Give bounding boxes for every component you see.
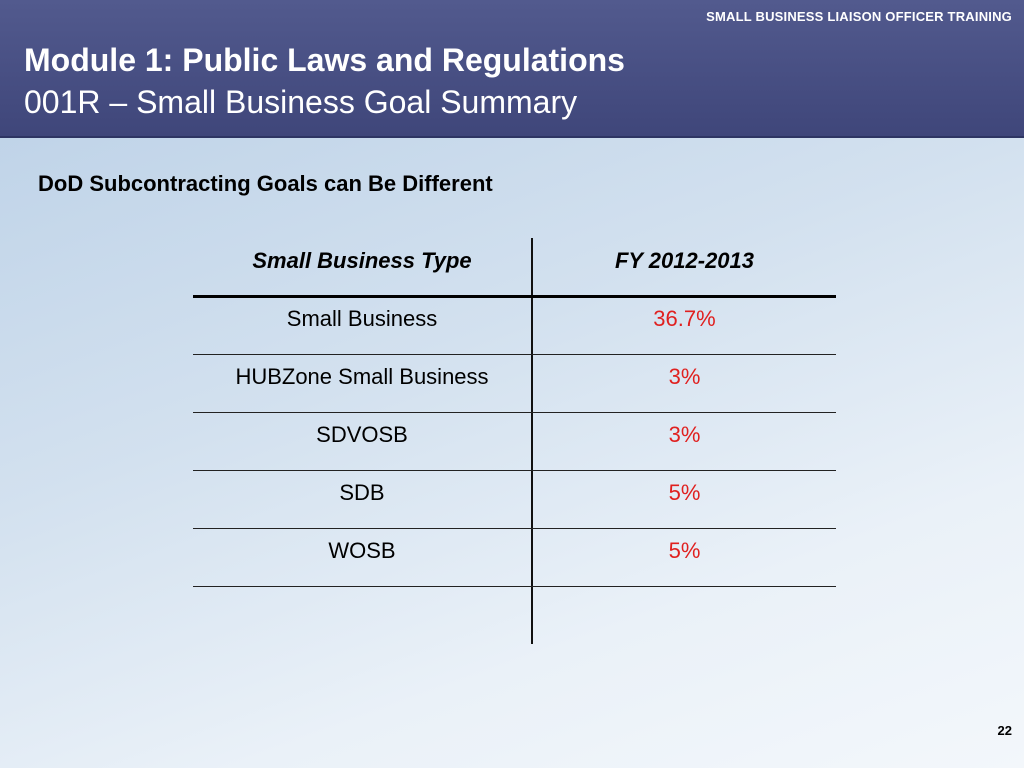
goal-value: 5% bbox=[668, 480, 701, 505]
slide-subtitle: 001R – Small Business Goal Summary bbox=[24, 84, 578, 120]
goal-value: 36.7% bbox=[653, 306, 716, 331]
row-divider bbox=[193, 354, 836, 355]
section-heading: DoD Subcontracting Goals can Be Differen… bbox=[38, 171, 493, 196]
column-header-type: Small Business Type bbox=[252, 248, 472, 273]
goal-value: 3% bbox=[668, 364, 701, 389]
row-divider bbox=[193, 412, 836, 413]
business-type: Small Business bbox=[286, 306, 438, 331]
page-number: 22 bbox=[997, 723, 1012, 738]
business-type: SDB bbox=[339, 480, 385, 505]
column-header-fy: FY 2012-2013 bbox=[614, 248, 755, 273]
row-divider bbox=[193, 586, 836, 587]
business-type: WOSB bbox=[328, 538, 396, 563]
goals-table: Small Business Type FY 2012-2013 Small B… bbox=[193, 238, 836, 644]
row-divider bbox=[193, 528, 836, 529]
goal-value: 5% bbox=[668, 538, 701, 563]
slide-header: SMALL BUSINESS LIAISON OFFICER TRAINING … bbox=[0, 0, 1024, 138]
business-type: HUBZone Small Business bbox=[235, 364, 489, 389]
business-type: SDVOSB bbox=[316, 422, 408, 447]
column-divider bbox=[531, 238, 533, 644]
row-divider bbox=[193, 470, 836, 471]
goal-value: 3% bbox=[668, 422, 701, 447]
slide-title: Module 1: Public Laws and Regulations bbox=[24, 42, 625, 78]
training-label: SMALL BUSINESS LIAISON OFFICER TRAINING bbox=[706, 9, 1012, 24]
header-divider bbox=[193, 295, 836, 298]
